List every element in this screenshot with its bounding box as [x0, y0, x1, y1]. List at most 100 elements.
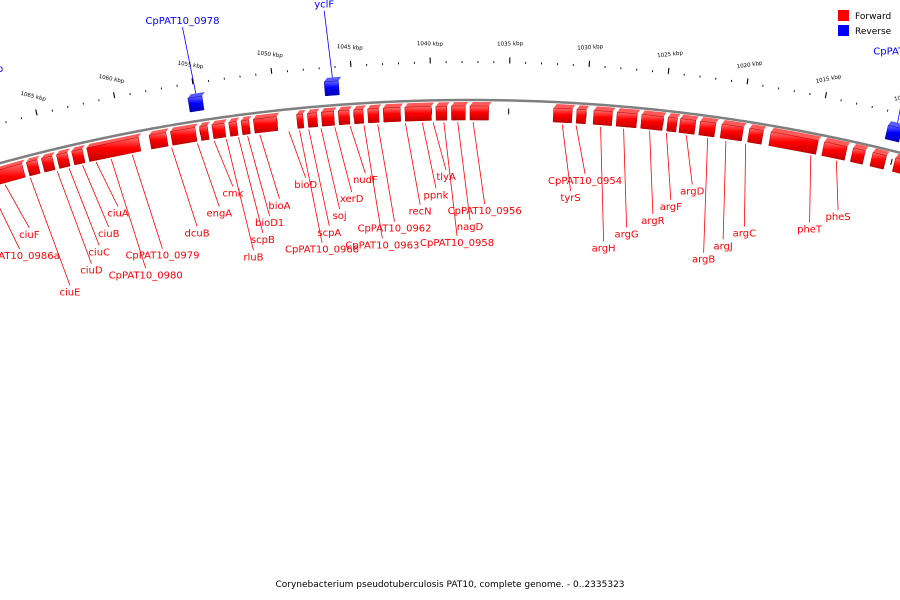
forward-gene-block[interactable]	[170, 127, 198, 146]
gene-label-recN[interactable]: recN	[409, 207, 432, 218]
gene-label-bioD[interactable]: bioD	[294, 180, 317, 191]
scale-tick-label: 1025 kbp	[657, 51, 684, 60]
gene-label-dcuB[interactable]: dcuB	[185, 228, 210, 239]
forward-gene-block[interactable]	[821, 141, 848, 161]
forward-gene-block[interactable]	[435, 105, 448, 121]
forward-gene-block[interactable]	[240, 119, 251, 136]
forward-gene-block[interactable]	[337, 109, 351, 126]
gene-label-CpPAT10_0954[interactable]: CpPAT10_0954	[548, 176, 622, 187]
forward-gene-block[interactable]	[382, 107, 401, 123]
gene-label-cmk[interactable]: cmk	[222, 189, 243, 200]
forward-gene-top	[853, 143, 869, 151]
forward-gene-block[interactable]	[148, 131, 169, 150]
gene-label-nagD[interactable]: nagD	[457, 222, 484, 233]
gene-label-CpPAT10_0963[interactable]: CpPAT10_0963	[345, 240, 419, 251]
gene-label-CpPAT10_0978[interactable]: CpPAT10_0978	[145, 16, 219, 27]
gene-label-xerD[interactable]: xerD	[340, 194, 364, 205]
forward-gene-block[interactable]	[592, 110, 613, 126]
forward-gene-block[interactable]	[451, 105, 466, 121]
gene-label-ciuA[interactable]: ciuA	[107, 209, 129, 220]
forward-gene-block[interactable]	[296, 113, 305, 129]
forward-gene-block[interactable]	[469, 105, 489, 121]
forward-gene-block[interactable]	[869, 152, 887, 170]
reverse-gene-block[interactable]	[884, 124, 900, 143]
forward-gene-block[interactable]	[666, 116, 678, 133]
gene-label-pheS[interactable]: pheS	[825, 212, 850, 223]
label-leader-cmk	[213, 140, 234, 187]
gene-label-CpPAT10_0943[interactable]: CpPAT10_0943	[873, 46, 900, 57]
gene-label-argD[interactable]: argD	[680, 187, 704, 198]
gene-label-ciuF[interactable]: ciuF	[19, 230, 40, 241]
forward-gene-block[interactable]	[719, 123, 744, 142]
reverse-gene-block[interactable]	[187, 95, 205, 113]
scale-ruler: 1010 kbp 1015 kbp 1020 kbp 1025 kbp 1030 kbp…	[5, 41, 900, 165]
forward-gene-block[interactable]	[56, 152, 71, 169]
gene-label-argB[interactable]: argB	[692, 255, 715, 266]
forward-gene-block[interactable]	[768, 131, 819, 155]
forward-gene-block[interactable]	[41, 155, 56, 173]
forward-gene-top	[668, 113, 681, 119]
gene-label-tyrS[interactable]: tyrS	[560, 193, 580, 204]
legend-item-forward[interactable]: Forward	[838, 10, 891, 22]
forward-gene-block[interactable]	[71, 148, 86, 166]
gene-label-bioD1[interactable]: bioD1	[255, 218, 284, 229]
forward-gene-block[interactable]	[747, 127, 764, 145]
label-leader-argC	[743, 143, 747, 227]
gene-features	[0, 76, 900, 193]
forward-gene-block[interactable]	[320, 110, 335, 127]
gene-label-rluB[interactable]: rluB	[243, 252, 263, 263]
forward-gene-block[interactable]	[552, 107, 573, 124]
gene-label-soj[interactable]: soj	[333, 211, 347, 222]
gene-label-ciuC[interactable]: ciuC	[88, 248, 110, 259]
forward-gene-block[interactable]	[678, 118, 697, 135]
legend-label-forward: Forward	[855, 12, 891, 22]
forward-gene-block[interactable]	[353, 108, 365, 125]
gene-label-CpPAT10_0962[interactable]: CpPAT10_0962	[357, 224, 431, 235]
forward-gene-block[interactable]	[698, 120, 717, 138]
gene-label-CpPAT10_0968[interactable]: CpPAT10_0968	[285, 245, 359, 256]
gene-label-CpPAT10_0986a[interactable]: CpPAT10_0986a	[0, 251, 60, 262]
gene-label-bioA[interactable]: bioA	[268, 201, 290, 212]
legend-item-reverse[interactable]: Reverse	[838, 25, 892, 37]
forward-gene-block[interactable]	[575, 108, 587, 125]
forward-gene-block[interactable]	[640, 114, 664, 131]
gene-label-ppnk[interactable]: ppnk	[424, 190, 449, 201]
forward-gene-block[interactable]	[367, 108, 380, 124]
forward-gene-block[interactable]	[615, 111, 638, 129]
gene-label-nudF[interactable]: nudF	[353, 175, 378, 186]
gene-label-CpPAT10_0980[interactable]: CpPAT10_0980	[109, 270, 183, 281]
gene-label-CpPAT10_0979[interactable]: CpPAT10_0979	[125, 251, 199, 262]
gene-label-scpB[interactable]: scpB	[251, 235, 275, 246]
forward-gene-block[interactable]	[211, 122, 227, 140]
gene-label-argJ[interactable]: argJ	[713, 241, 732, 252]
gene-label-scpA[interactable]: scpA	[317, 228, 341, 239]
forward-gene-block[interactable]	[850, 147, 866, 165]
scale-tick-label: 1010 kbp	[894, 91, 900, 103]
forward-gene-block[interactable]	[307, 112, 319, 128]
forward-gene-block[interactable]	[253, 116, 279, 134]
gene-label-ciuB[interactable]: ciuB	[98, 229, 120, 240]
gene-label-argC[interactable]: argC	[733, 229, 756, 240]
forward-gene-block[interactable]	[0, 163, 26, 193]
gene-label-argG[interactable]: argG	[615, 229, 639, 240]
gene-label-engA[interactable]: engA	[206, 209, 232, 220]
forward-gene-block[interactable]	[25, 159, 41, 177]
forward-gene-block[interactable]	[404, 106, 432, 122]
gene-label-argH[interactable]: argH	[592, 243, 616, 254]
reverse-gene-block[interactable]	[323, 80, 340, 97]
forward-gene-block[interactable]	[86, 136, 142, 162]
gene-label-pheT[interactable]: pheT	[797, 224, 823, 235]
gene-label-ciuD[interactable]: ciuD	[80, 266, 103, 277]
forward-gene-block[interactable]	[228, 121, 239, 137]
gene-label-ciuE[interactable]: ciuE	[59, 287, 80, 298]
gene-label-tlyA[interactable]: tlyA	[436, 172, 456, 183]
gene-label-argR[interactable]: argR	[641, 216, 664, 227]
forward-gene-block[interactable]	[199, 125, 210, 141]
gene-label-yclF[interactable]: yclF	[314, 0, 334, 11]
scale-tick-label: 1060 kbp	[98, 74, 125, 85]
gene-label-CpPAT10_0958[interactable]: CpPAT10_0958	[420, 238, 494, 249]
gene-label-CpPAT10_0956[interactable]: CpPAT10_0956	[448, 206, 522, 217]
forward-gene-block[interactable]	[891, 157, 900, 177]
gene-label-argF[interactable]: argF	[660, 202, 682, 213]
gene-label-CpPAT10_0986b[interactable]: CpPAT10_0986b	[0, 64, 3, 75]
